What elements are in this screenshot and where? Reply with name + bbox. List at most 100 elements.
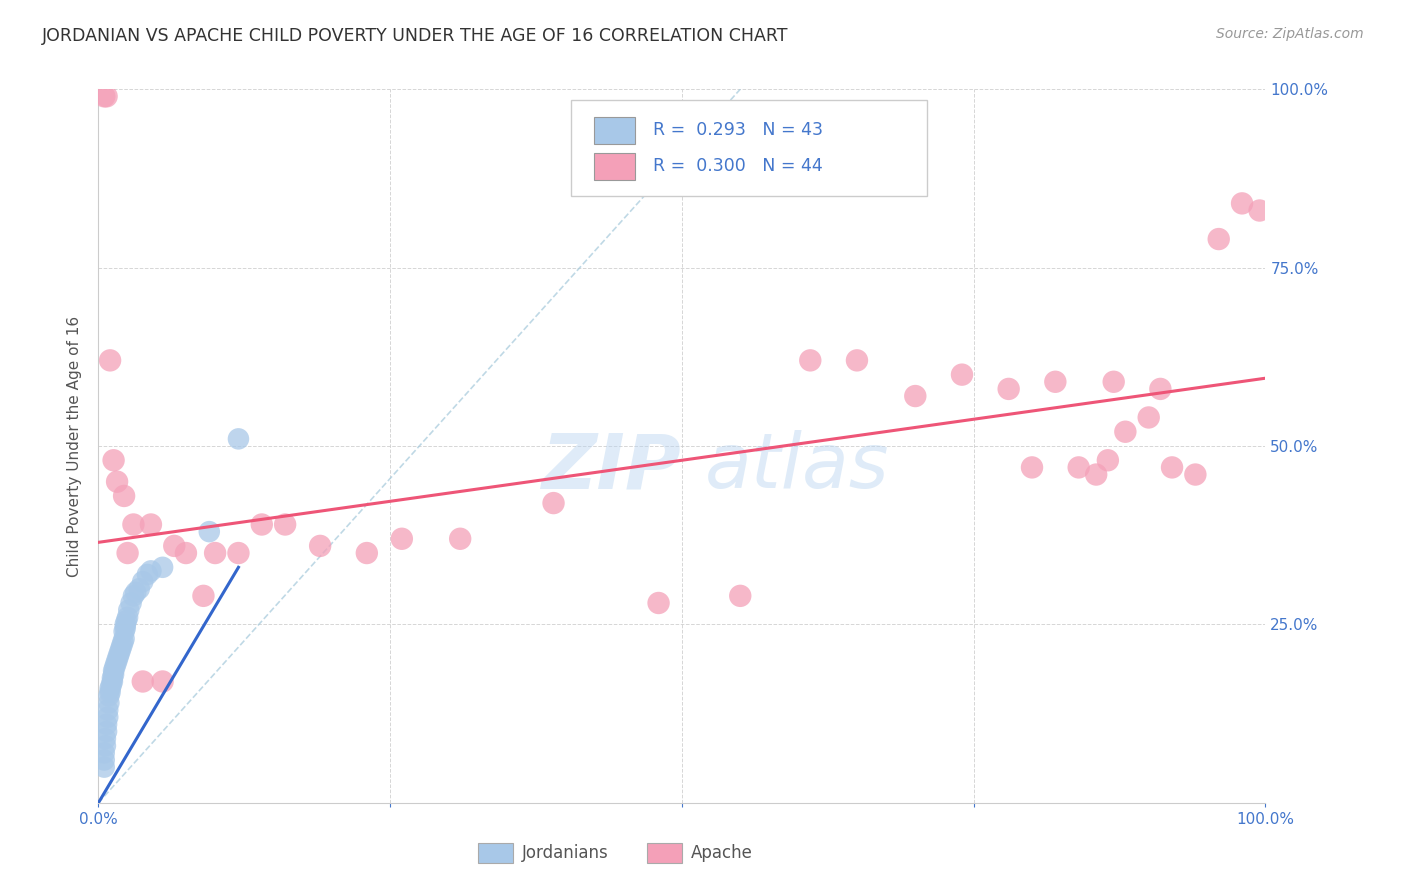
Point	[94, 739, 117, 753]
Point	[100, 678, 122, 692]
Point	[101, 674, 124, 689]
Point	[118, 603, 141, 617]
Point	[104, 660, 127, 674]
Point	[950, 368, 973, 382]
Point	[128, 582, 150, 596]
Point	[105, 475, 128, 489]
Text: R =  0.293   N = 43: R = 0.293 N = 43	[652, 121, 823, 139]
Point	[193, 589, 215, 603]
Point	[115, 614, 138, 628]
Point	[1102, 375, 1125, 389]
Point	[122, 589, 145, 603]
Bar	[647, 844, 682, 863]
Point	[391, 532, 413, 546]
Point	[1208, 232, 1230, 246]
Point	[1114, 425, 1136, 439]
Point	[97, 703, 120, 717]
Point	[1249, 203, 1271, 218]
Point	[139, 517, 162, 532]
Point	[114, 621, 136, 635]
Text: Jordanians: Jordanians	[522, 844, 609, 862]
Point	[112, 624, 135, 639]
Text: JORDANIAN VS APACHE CHILD POVERTY UNDER THE AGE OF 16 CORRELATION CHART: JORDANIAN VS APACHE CHILD POVERTY UNDER …	[42, 27, 789, 45]
Point	[1085, 467, 1108, 482]
Point	[139, 564, 162, 578]
Point	[799, 353, 821, 368]
Point	[103, 667, 125, 681]
Point	[228, 432, 250, 446]
Point	[117, 546, 139, 560]
Point	[1097, 453, 1119, 467]
Point	[174, 546, 197, 560]
Point	[105, 653, 128, 667]
Point	[112, 632, 135, 646]
Point	[97, 696, 120, 710]
Point	[108, 646, 131, 660]
Text: Apache: Apache	[692, 844, 754, 862]
Point	[98, 685, 121, 699]
Point	[132, 574, 155, 589]
Text: R =  0.300   N = 44: R = 0.300 N = 44	[652, 157, 823, 175]
Point	[730, 589, 752, 603]
Point	[1067, 460, 1090, 475]
Point	[117, 610, 139, 624]
Point	[1184, 467, 1206, 482]
Point	[204, 546, 226, 560]
Point	[107, 649, 129, 664]
Point	[163, 539, 186, 553]
Y-axis label: Child Poverty Under the Age of 16: Child Poverty Under the Age of 16	[67, 316, 83, 576]
Bar	[595, 117, 636, 145]
Point	[97, 710, 120, 724]
Point	[647, 596, 669, 610]
Point	[309, 539, 332, 553]
Point	[94, 731, 117, 746]
Point	[111, 639, 134, 653]
Point	[1230, 196, 1253, 211]
Point	[96, 724, 118, 739]
Point	[112, 489, 135, 503]
Point	[543, 496, 565, 510]
Point	[152, 674, 174, 689]
Point	[274, 517, 297, 532]
Point	[198, 524, 221, 539]
Bar	[478, 844, 513, 863]
Point	[997, 382, 1019, 396]
Point	[125, 585, 148, 599]
Bar	[595, 153, 636, 180]
Point	[250, 517, 273, 532]
Point	[104, 657, 127, 671]
Point	[93, 753, 115, 767]
Text: atlas: atlas	[706, 431, 890, 504]
Point	[120, 596, 142, 610]
Text: Source: ZipAtlas.com: Source: ZipAtlas.com	[1216, 27, 1364, 41]
Point	[1021, 460, 1043, 475]
Text: ZIP: ZIP	[543, 431, 682, 504]
Point	[96, 717, 118, 731]
Point	[93, 89, 115, 103]
Point	[449, 532, 471, 546]
Point	[103, 664, 125, 678]
Point	[98, 353, 121, 368]
Point	[136, 567, 159, 582]
Point	[101, 671, 124, 685]
Point	[122, 517, 145, 532]
Point	[904, 389, 927, 403]
Point	[1045, 375, 1067, 389]
Point	[103, 453, 125, 467]
Point	[110, 642, 132, 657]
FancyBboxPatch shape	[571, 100, 927, 196]
Point	[111, 635, 134, 649]
Point	[93, 746, 115, 760]
Point	[1149, 382, 1171, 396]
Point	[228, 546, 250, 560]
Point	[1137, 410, 1160, 425]
Point	[356, 546, 378, 560]
Point	[1161, 460, 1184, 475]
Point	[114, 617, 136, 632]
Point	[846, 353, 869, 368]
Point	[152, 560, 174, 574]
Point	[96, 89, 118, 103]
Point	[93, 760, 115, 774]
Point	[98, 681, 121, 696]
Point	[97, 689, 120, 703]
